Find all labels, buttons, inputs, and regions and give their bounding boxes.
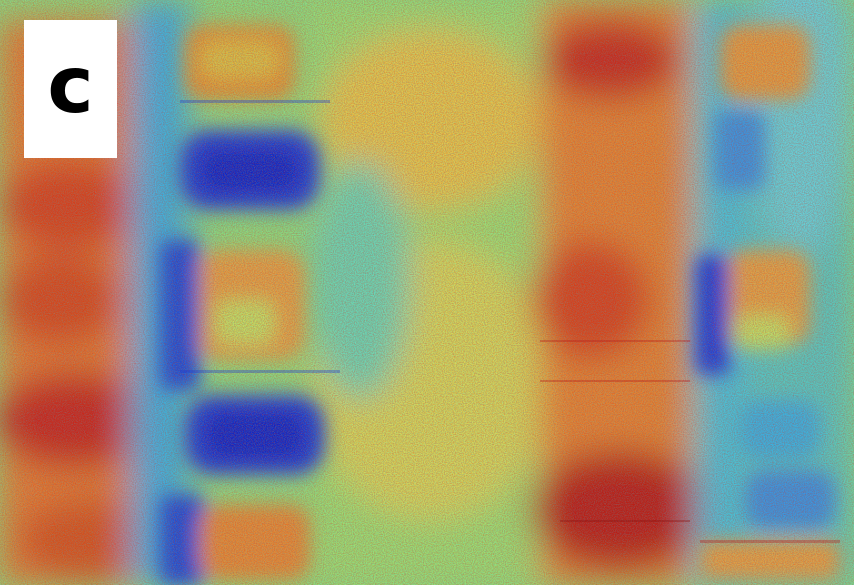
panel-label: c bbox=[47, 41, 94, 131]
panel-label-box: c bbox=[24, 20, 117, 158]
scan-lines bbox=[180, 100, 840, 543]
